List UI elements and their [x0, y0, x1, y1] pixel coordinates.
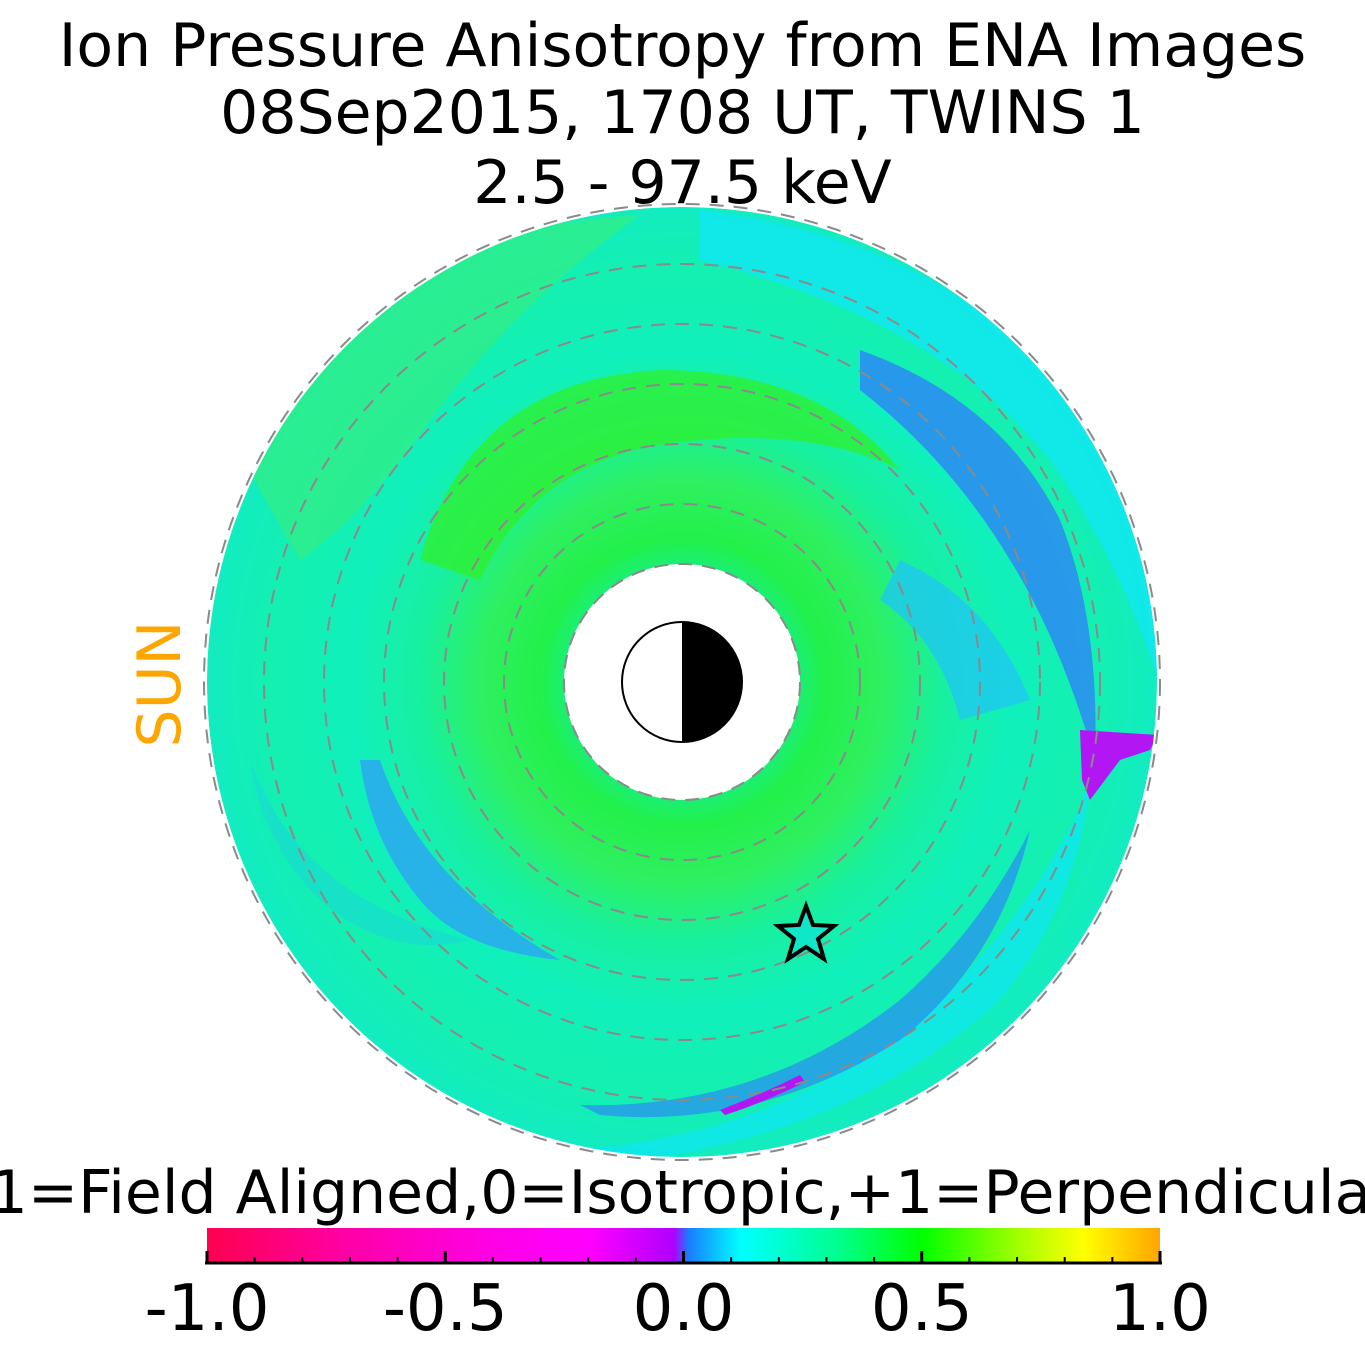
blue-streak-bottom — [580, 830, 1030, 1118]
green-core-band — [420, 370, 900, 580]
earth-icon — [621, 621, 743, 743]
chart-subtitle: 08Sep2015, 1708 UT, TWINS 1 — [220, 78, 1145, 148]
chart-title: Ion Pressure Anisotropy from ENA Images — [58, 11, 1307, 81]
cyan-arc-upper-right — [700, 210, 1157, 680]
dashed-rings — [203, 203, 1161, 1161]
blue-band-lower-left — [360, 760, 560, 960]
colorbar-tick-label: 1.0 — [1109, 1272, 1211, 1346]
spacecraft-star-icon — [772, 900, 840, 964]
light-blue-patch-right — [880, 560, 1030, 720]
colorbar-tick-label: -1.0 — [144, 1272, 270, 1346]
colorbar-tick-label: 0.5 — [870, 1272, 973, 1346]
colorbar-title: -1=Field Aligned,0=Isotropic,+1=Perpendi… — [0, 1158, 1365, 1228]
colorbar-ticks — [205, 1251, 1162, 1263]
colorbar-tick-label: 0.0 — [632, 1272, 735, 1346]
energy-range-label: 2.5 - 97.5 keV — [473, 148, 892, 218]
purple-patch-right — [1080, 730, 1157, 800]
upper-left-band — [220, 215, 640, 560]
cyan-band-lower-left — [250, 760, 470, 945]
sun-direction-label: SUN — [125, 620, 195, 748]
blue-streak-right — [860, 350, 1096, 760]
colorbar-tick-label: -0.5 — [382, 1272, 508, 1346]
purple-streak-bottom — [720, 1075, 805, 1115]
